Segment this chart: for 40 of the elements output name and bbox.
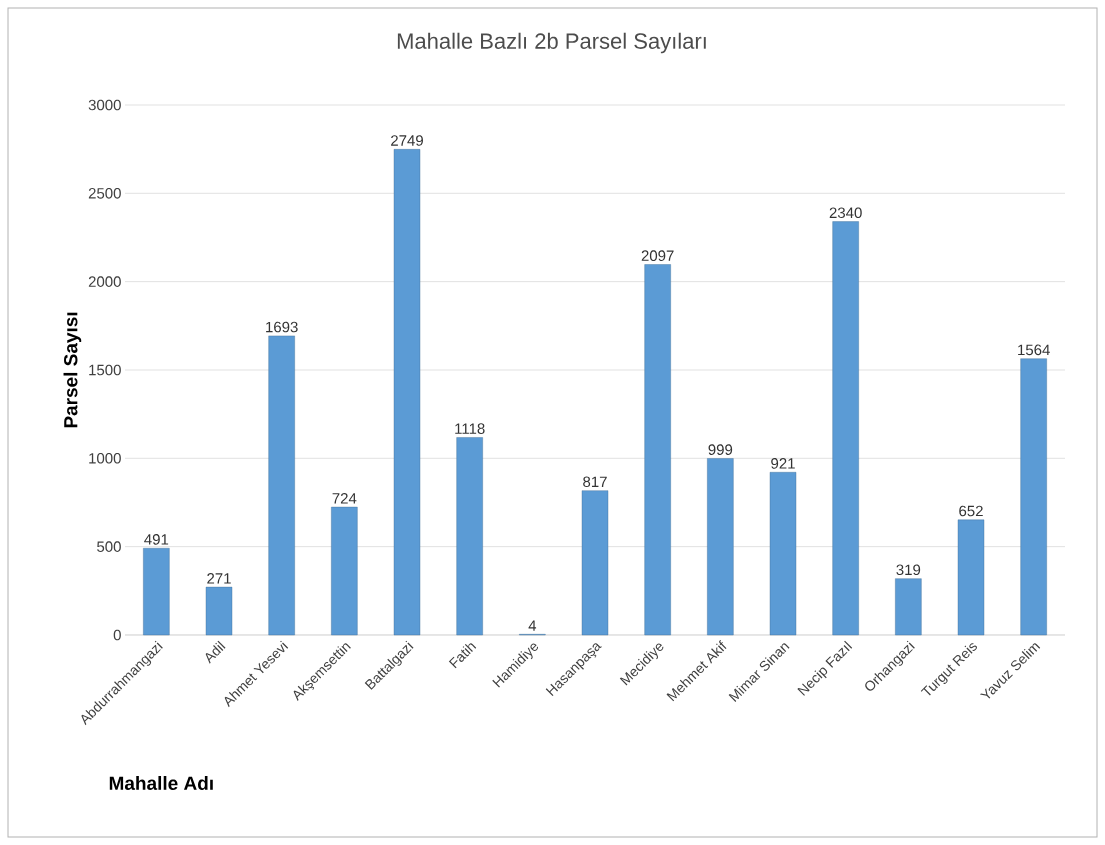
data-label: 1693	[266, 321, 298, 333]
bar	[707, 458, 734, 636]
y-tick-label: 2500	[88, 188, 121, 199]
data-label: 1564	[1018, 344, 1050, 356]
data-label: 652	[959, 505, 983, 517]
bar	[895, 578, 922, 636]
y-tick-label: 2000	[88, 276, 121, 287]
bar	[832, 221, 859, 636]
bar	[769, 472, 797, 636]
bar	[1020, 358, 1047, 636]
data-label: 724	[332, 493, 357, 504]
bar	[957, 519, 985, 636]
data-label: 2340	[829, 207, 862, 219]
data-label: 2097	[641, 250, 674, 261]
bar	[331, 506, 358, 636]
y-tick-label: 0	[113, 629, 121, 641]
bar	[268, 335, 295, 636]
data-label: 271	[207, 573, 231, 584]
data-label: 817	[583, 476, 607, 488]
y-tick-label: 1000	[89, 453, 121, 464]
y-tick-label: 1500	[89, 364, 121, 376]
y-axis-title: Parsel Sayısı	[63, 312, 82, 428]
chart-title: Mahalle Bazlı 2b Parsel Sayıları	[397, 32, 706, 54]
bar	[644, 264, 671, 636]
y-tick-label: 3000	[88, 99, 121, 111]
data-label: 319	[896, 564, 921, 576]
x-axis-title: Mahalle Adı	[109, 776, 213, 790]
data-label: 1118	[455, 423, 485, 434]
y-tick-label: 500	[97, 541, 121, 552]
bar	[143, 548, 170, 636]
data-label: 4	[528, 620, 537, 631]
bar	[205, 586, 233, 636]
x-tick-label: Adil	[205, 640, 226, 664]
data-label: 491	[144, 534, 169, 545]
data-label: 999	[708, 444, 733, 455]
data-label: 921	[771, 458, 795, 469]
bar	[581, 490, 609, 636]
bar	[456, 437, 483, 636]
bar	[393, 149, 421, 636]
data-label: 2749	[391, 135, 423, 146]
